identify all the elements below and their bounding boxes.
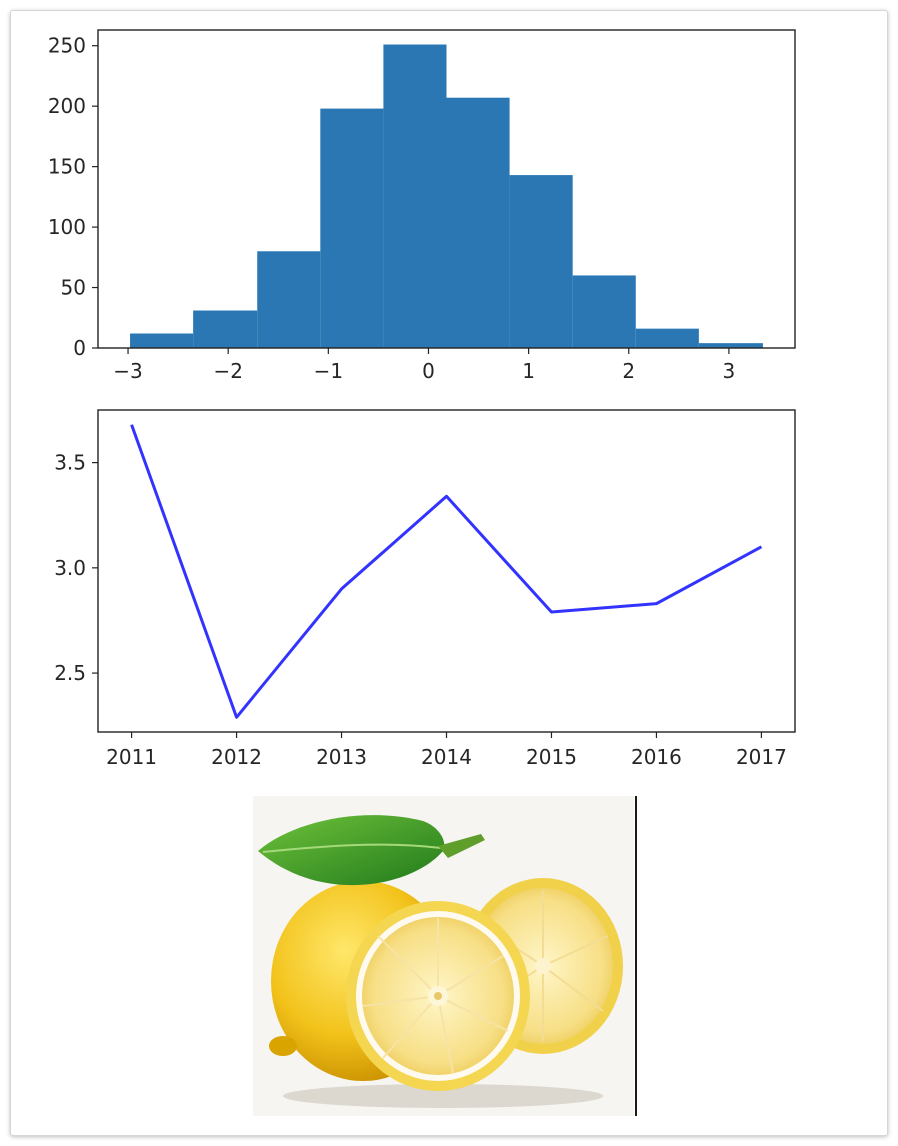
- histogram-ytick-label: 200: [48, 94, 86, 118]
- histogram-xtick-label: 1: [522, 359, 535, 383]
- histogram-bar-6: [509, 175, 573, 348]
- line-chart: 2011 2012 2013 2014 2015 2016 2017 2.5 3.0 3.5: [54, 409, 796, 769]
- histogram-xtick-label: −2: [213, 359, 242, 383]
- image-divider: [635, 796, 637, 1116]
- line-xtick-label: 2013: [316, 745, 367, 769]
- line-xtick-label: 2015: [526, 745, 577, 769]
- histogram-xtick-label: −1: [314, 359, 343, 383]
- line-axes-frame: [97, 409, 796, 733]
- histogram-xtick-label: 0: [422, 359, 435, 383]
- histogram-bar-9: [698, 343, 763, 348]
- histogram-bar-3: [320, 108, 384, 348]
- line-ytick-label: 3.0: [54, 556, 86, 580]
- line-xtick-label: 2017: [736, 745, 787, 769]
- shadow: [283, 1084, 603, 1108]
- histogram-bar-4: [383, 44, 447, 348]
- lemon-photo: [253, 796, 634, 1116]
- line-series: [130, 424, 763, 719]
- line-xtick-label: 2011: [106, 745, 157, 769]
- histogram-xtick-label: −3: [113, 359, 142, 383]
- histogram-ytick-label: 100: [48, 215, 86, 239]
- histogram-axes-frame: [97, 29, 796, 349]
- histogram-bar-5: [446, 97, 510, 348]
- histogram-ytick-label: 150: [48, 155, 86, 179]
- histogram-bar-8: [635, 328, 699, 348]
- lemon-illustration: [258, 815, 623, 1108]
- histogram-bar-2: [257, 251, 321, 348]
- histogram-xtick-label: 2: [622, 359, 635, 383]
- lemon-leaf: [258, 815, 445, 886]
- line-xtick-label: 2014: [421, 745, 472, 769]
- histogram-chart: −3 −2 −1 0 1 2 3 0 50 100 150 200 250: [48, 29, 796, 383]
- line-xtick-label: 2016: [631, 745, 682, 769]
- histogram-bar-7: [572, 275, 636, 348]
- line-xtick-label: 2012: [211, 745, 262, 769]
- histogram-bar-1: [193, 310, 258, 348]
- histogram-xtick-label: 3: [723, 359, 736, 383]
- line-ytick-label: 3.5: [54, 451, 86, 475]
- histogram-bar-0: [130, 333, 194, 348]
- line-ytick-label: 2.5: [54, 661, 86, 685]
- histogram-ytick-label: 0: [73, 336, 86, 360]
- histogram-ytick-label: 250: [48, 34, 86, 58]
- histogram-ytick-label: 50: [61, 276, 86, 300]
